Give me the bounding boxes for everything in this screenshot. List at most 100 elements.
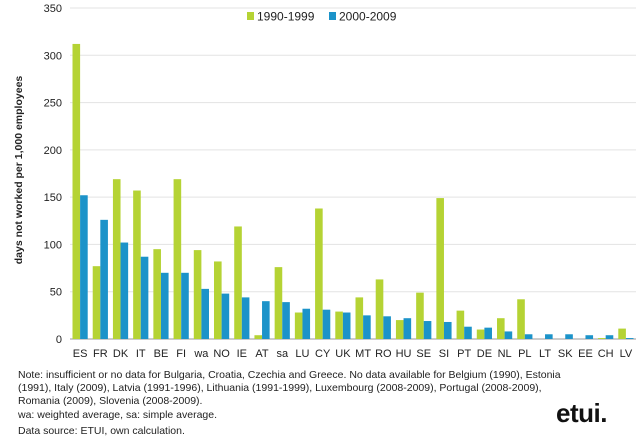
x-tick-label: ES [73,348,88,360]
x-tick-label: MT [355,348,371,360]
bar-1990-1999-PT [456,310,465,339]
y-tick-label: 50 [50,287,62,299]
bar-2000-2009-FR [100,219,108,339]
x-tick-label: CY [315,348,331,360]
x-tick-label: HU [396,348,412,360]
x-tick-label: BE [154,348,169,360]
bar-2000-2009-sa [282,302,290,339]
x-tick-label: PL [518,348,531,360]
x-tick-label: IT [136,348,146,360]
y-axis-label: days not worked per 1,000 employees [13,76,25,265]
bar-1990-1999-ES [72,43,81,340]
footnote: Note: insufficient or no data for Bulgar… [18,369,561,407]
data-source-note: Data source: ETUI, own calculation. [18,425,185,437]
bar-1990-1999-NO [214,261,222,339]
x-tick-label: sa [276,348,289,360]
bar-2000-2009-DE [484,327,492,339]
bar-2000-2009-BE [160,272,169,339]
x-tick-label: IE [237,348,247,360]
bar-2000-2009-MT [363,315,371,339]
bar-2000-2009-HU [403,318,412,339]
bar-1990-1999-RO [375,279,384,339]
x-tick-label: LV [620,348,633,360]
bar-2000-2009-wa [201,288,209,339]
bar-1990-1999-CY [315,208,323,339]
x-tick-label: LT [539,348,551,360]
bar-2000-2009-NO [221,293,230,339]
bar-2000-2009-PT [464,326,472,339]
bar-1990-1999-BE [153,249,161,339]
bar-2000-2009-UK [342,312,351,339]
x-tick-label: SK [558,348,573,360]
y-tick-label: 150 [44,192,62,204]
x-axis-ticks: ES FR DK IT BE FI wa NO IE AT sa LU CY UK MT RO HU SE SI PT… [73,348,633,360]
bar-1990-1999-MT [355,297,364,339]
bar-2000-2009-LT [545,334,553,339]
bar-2000-2009-AT [262,301,270,339]
etui-logo: etui. [556,398,607,428]
x-tick-label: FR [93,348,108,360]
bar-1990-1999-AT [254,335,263,339]
bar-1990-1999-SE [416,292,424,339]
bar-2000-2009-EE [585,335,594,339]
bar-2000-2009-FI [181,272,189,339]
legend-label: 1990-1999 [257,10,315,24]
bar-1990-1999-sa [274,267,283,339]
legend-swatch [329,12,336,20]
bar-1990-1999-CH [598,338,606,339]
y-tick-label: 0 [56,334,62,346]
x-tick-label: FI [176,348,186,360]
x-tick-label: EE [578,348,593,360]
bar-1990-1999-wa [193,250,202,339]
bars [72,43,634,340]
bar-2000-2009-LV [625,338,634,339]
bar-1990-1999-DE [476,329,485,339]
bar-2000-2009-CY [322,309,331,339]
y-axis-ticks: 0 50 100 150 200 250 300 350 [44,3,62,346]
bar-2000-2009-RO [383,316,391,339]
bar-1990-1999-SI [436,198,444,339]
y-tick-label: 100 [44,239,62,251]
bar-1990-1999-FR [92,266,101,339]
x-tick-label: PT [457,348,471,360]
bar-1990-1999-PL [517,299,525,339]
x-tick-label: wa [193,348,209,360]
x-tick-label: SE [416,348,431,360]
bar-2000-2009-SE [423,321,432,339]
bar-2000-2009-IE [241,297,250,339]
x-tick-label: NL [498,348,512,360]
bar-1990-1999-LV [618,328,626,339]
bar-2000-2009-IT [140,256,149,339]
x-tick-label: SI [439,348,449,360]
x-tick-label: DE [477,348,492,360]
y-tick-label: 250 [44,98,62,110]
x-tick-label: DK [113,348,129,360]
x-tick-label: UK [335,348,351,360]
y-tick-label: 200 [44,145,62,157]
bar-1990-1999-DK [112,179,121,339]
legend-swatch [247,12,254,20]
x-tick-label: CH [598,348,614,360]
legend-label: 2000-2009 [339,10,397,24]
bar-2000-2009-LU [302,308,311,339]
bar-2000-2009-PL [524,334,533,339]
bar-1990-1999-IT [133,190,141,339]
bar-1990-1999-NL [497,318,505,339]
legend: 1990-1999 2000-2009 [247,10,397,24]
bar-2000-2009-CH [605,335,614,339]
bar-1990-1999-LU [294,312,303,339]
x-tick-label: NO [213,348,230,360]
bar-1990-1999-FI [173,179,182,339]
abbreviation-note: wa: weighted average, sa: simple average… [18,409,218,421]
bar-chart: 0 50 100 150 200 250 300 350 days not worked pe… [13,3,636,360]
bar-2000-2009-DK [120,242,129,339]
bar-2000-2009-SI [443,321,452,339]
x-tick-label: AT [255,348,269,360]
x-tick-label: LU [295,348,309,360]
grid-lines [70,7,636,340]
y-tick-label: 300 [44,50,62,62]
bar-1990-1999-HU [395,320,404,339]
bar-1990-1999-UK [335,311,343,339]
bar-2000-2009-SK [565,334,573,339]
y-tick-label: 350 [44,3,62,15]
